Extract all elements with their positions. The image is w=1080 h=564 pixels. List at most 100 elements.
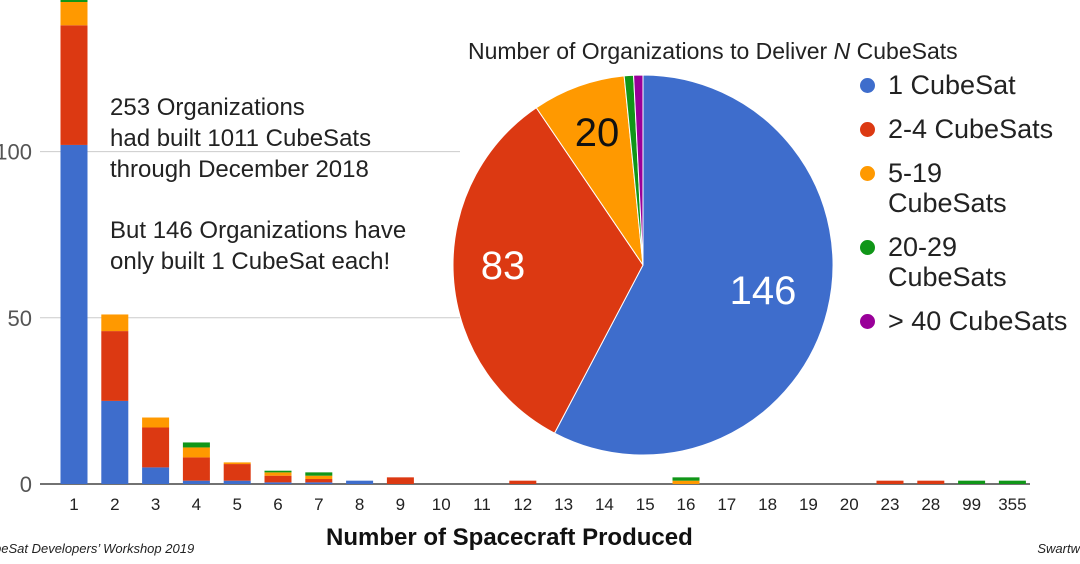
x-tick-label: 23: [881, 495, 900, 514]
bar-segment: [509, 480, 537, 484]
y-tick-label: 0: [20, 472, 32, 497]
legend-marker: [860, 122, 875, 137]
annotation-text: 253 Organizations had built 1011 CubeSat…: [110, 92, 440, 277]
bar-segment: [672, 480, 700, 484]
bar-y-tick-labels: 0 50 100: [0, 140, 32, 497]
legend-item: 1 CubeSat: [858, 70, 1068, 100]
bar-segment: [386, 477, 414, 484]
legend-marker: [860, 240, 875, 255]
x-tick-label: 17: [717, 495, 736, 514]
pie-title-prefix: Number of Organizations to Deliver: [468, 38, 834, 64]
pie-title: Number of Organizations to Deliver N Cub…: [468, 38, 958, 65]
bar-segment: [101, 314, 129, 332]
y-tick-label: 100: [0, 140, 32, 165]
x-tick-label: 8: [355, 495, 364, 514]
legend-label: > 40 CubeSats: [888, 306, 1068, 336]
annotation-line: through December 2018: [110, 156, 369, 183]
legend-label: 2-4 CubeSats: [888, 114, 1054, 144]
bar-segment: [60, 25, 88, 145]
annotation-line: had built 1011 CubeSats: [110, 125, 372, 152]
bar-segment: [60, 144, 88, 484]
bar-segment: [264, 475, 292, 483]
bar-segment: [672, 477, 700, 481]
legend-item: 20-29 CubeSats: [858, 232, 1068, 292]
bar-segment: [182, 447, 210, 458]
annotation-line: only built 1 CubeSat each!: [110, 248, 391, 275]
x-tick-label: 12: [513, 495, 532, 514]
bar-segment: [305, 472, 333, 476]
x-tick-label: 5: [232, 495, 241, 514]
bar-segment: [182, 480, 210, 484]
bar-segment: [998, 480, 1026, 484]
pie-slice: [535, 75, 644, 266]
pie-value-labels: 146 83 20: [481, 111, 797, 313]
x-tick-label: 28: [921, 495, 940, 514]
pie-title-suffix: CubeSats: [850, 38, 958, 64]
pie-value-label: 20: [575, 111, 620, 155]
bar-segment: [142, 427, 170, 468]
pie-value-label: 83: [481, 244, 526, 288]
pie-chart: [452, 74, 834, 456]
x-tick-label: 19: [799, 495, 818, 514]
bar-x-tick-labels: 1 2 3 4 5 6 7 8 9 10 11 12 13 14 15 16 17 18 19 20 23 28 99 355: [69, 495, 1026, 514]
x-tick-label: 15: [636, 495, 655, 514]
legend-item: 2-4 CubeSats: [858, 114, 1068, 144]
x-axis-title: Number of Spacecraft Produced: [326, 524, 693, 551]
x-tick-label: 20: [840, 495, 859, 514]
x-tick-label: 16: [677, 495, 696, 514]
bar-segment: [101, 331, 129, 401]
legend-marker: [860, 314, 875, 329]
footer-right: Swartw: [1037, 541, 1080, 556]
x-tick-label: 10: [432, 495, 451, 514]
bar-segment: [223, 464, 251, 481]
pie-slice: [553, 74, 834, 456]
pie-value-label: 146: [730, 269, 797, 313]
x-tick-label: 14: [595, 495, 614, 514]
bar-segment: [264, 472, 292, 476]
annotation-line: 253 Organizations: [110, 94, 305, 121]
x-tick-label: 99: [962, 495, 981, 514]
bar-segment: [876, 480, 904, 484]
pie-slice: [452, 107, 644, 434]
legend-label: 1 CubeSat: [888, 70, 1016, 100]
bar-segment: [60, 0, 88, 2]
legend-item: > 40 CubeSats: [858, 306, 1068, 336]
bar-segment: [60, 2, 88, 26]
bar-segment: [305, 475, 333, 480]
x-tick-label: 13: [554, 495, 573, 514]
bar-segment: [917, 480, 945, 484]
bar-segment: [223, 462, 251, 465]
x-tick-label: 9: [396, 495, 405, 514]
legend-item: 5-19 CubeSats: [858, 158, 1068, 218]
bar-segment: [223, 480, 251, 484]
bar-segment: [264, 470, 292, 473]
bar-segment: [305, 482, 333, 484]
legend-label: 5-19 CubeSats: [888, 158, 1007, 218]
x-tick-label: 3: [151, 495, 160, 514]
bar-segment: [182, 442, 210, 448]
bar-segment: [346, 480, 374, 484]
annotation-line: But 146 Organizations have: [110, 217, 407, 244]
legend-marker: [860, 166, 875, 181]
bar-segment: [101, 400, 129, 484]
bar-segment: [142, 417, 170, 428]
x-tick-label: 6: [273, 495, 282, 514]
x-tick-label: 355: [998, 495, 1026, 514]
pie-slice: [633, 74, 644, 266]
bar-segment: [142, 467, 170, 484]
x-tick-label: 7: [314, 495, 323, 514]
bar-segment: [305, 479, 333, 483]
x-tick-label: 1: [69, 495, 78, 514]
bar-segment: [958, 480, 986, 484]
legend-marker: [860, 78, 875, 93]
bar-series: [60, 0, 1026, 484]
pie-title-variable: N: [833, 38, 851, 64]
y-tick-label: 50: [8, 306, 32, 331]
x-tick-label: 4: [192, 495, 201, 514]
footer-left: beSat Developers’ Workshop 2019: [0, 541, 195, 556]
bar-segment: [182, 457, 210, 481]
x-tick-label: 18: [758, 495, 777, 514]
x-tick-label: 11: [473, 495, 491, 514]
bar-segment: [264, 482, 292, 484]
